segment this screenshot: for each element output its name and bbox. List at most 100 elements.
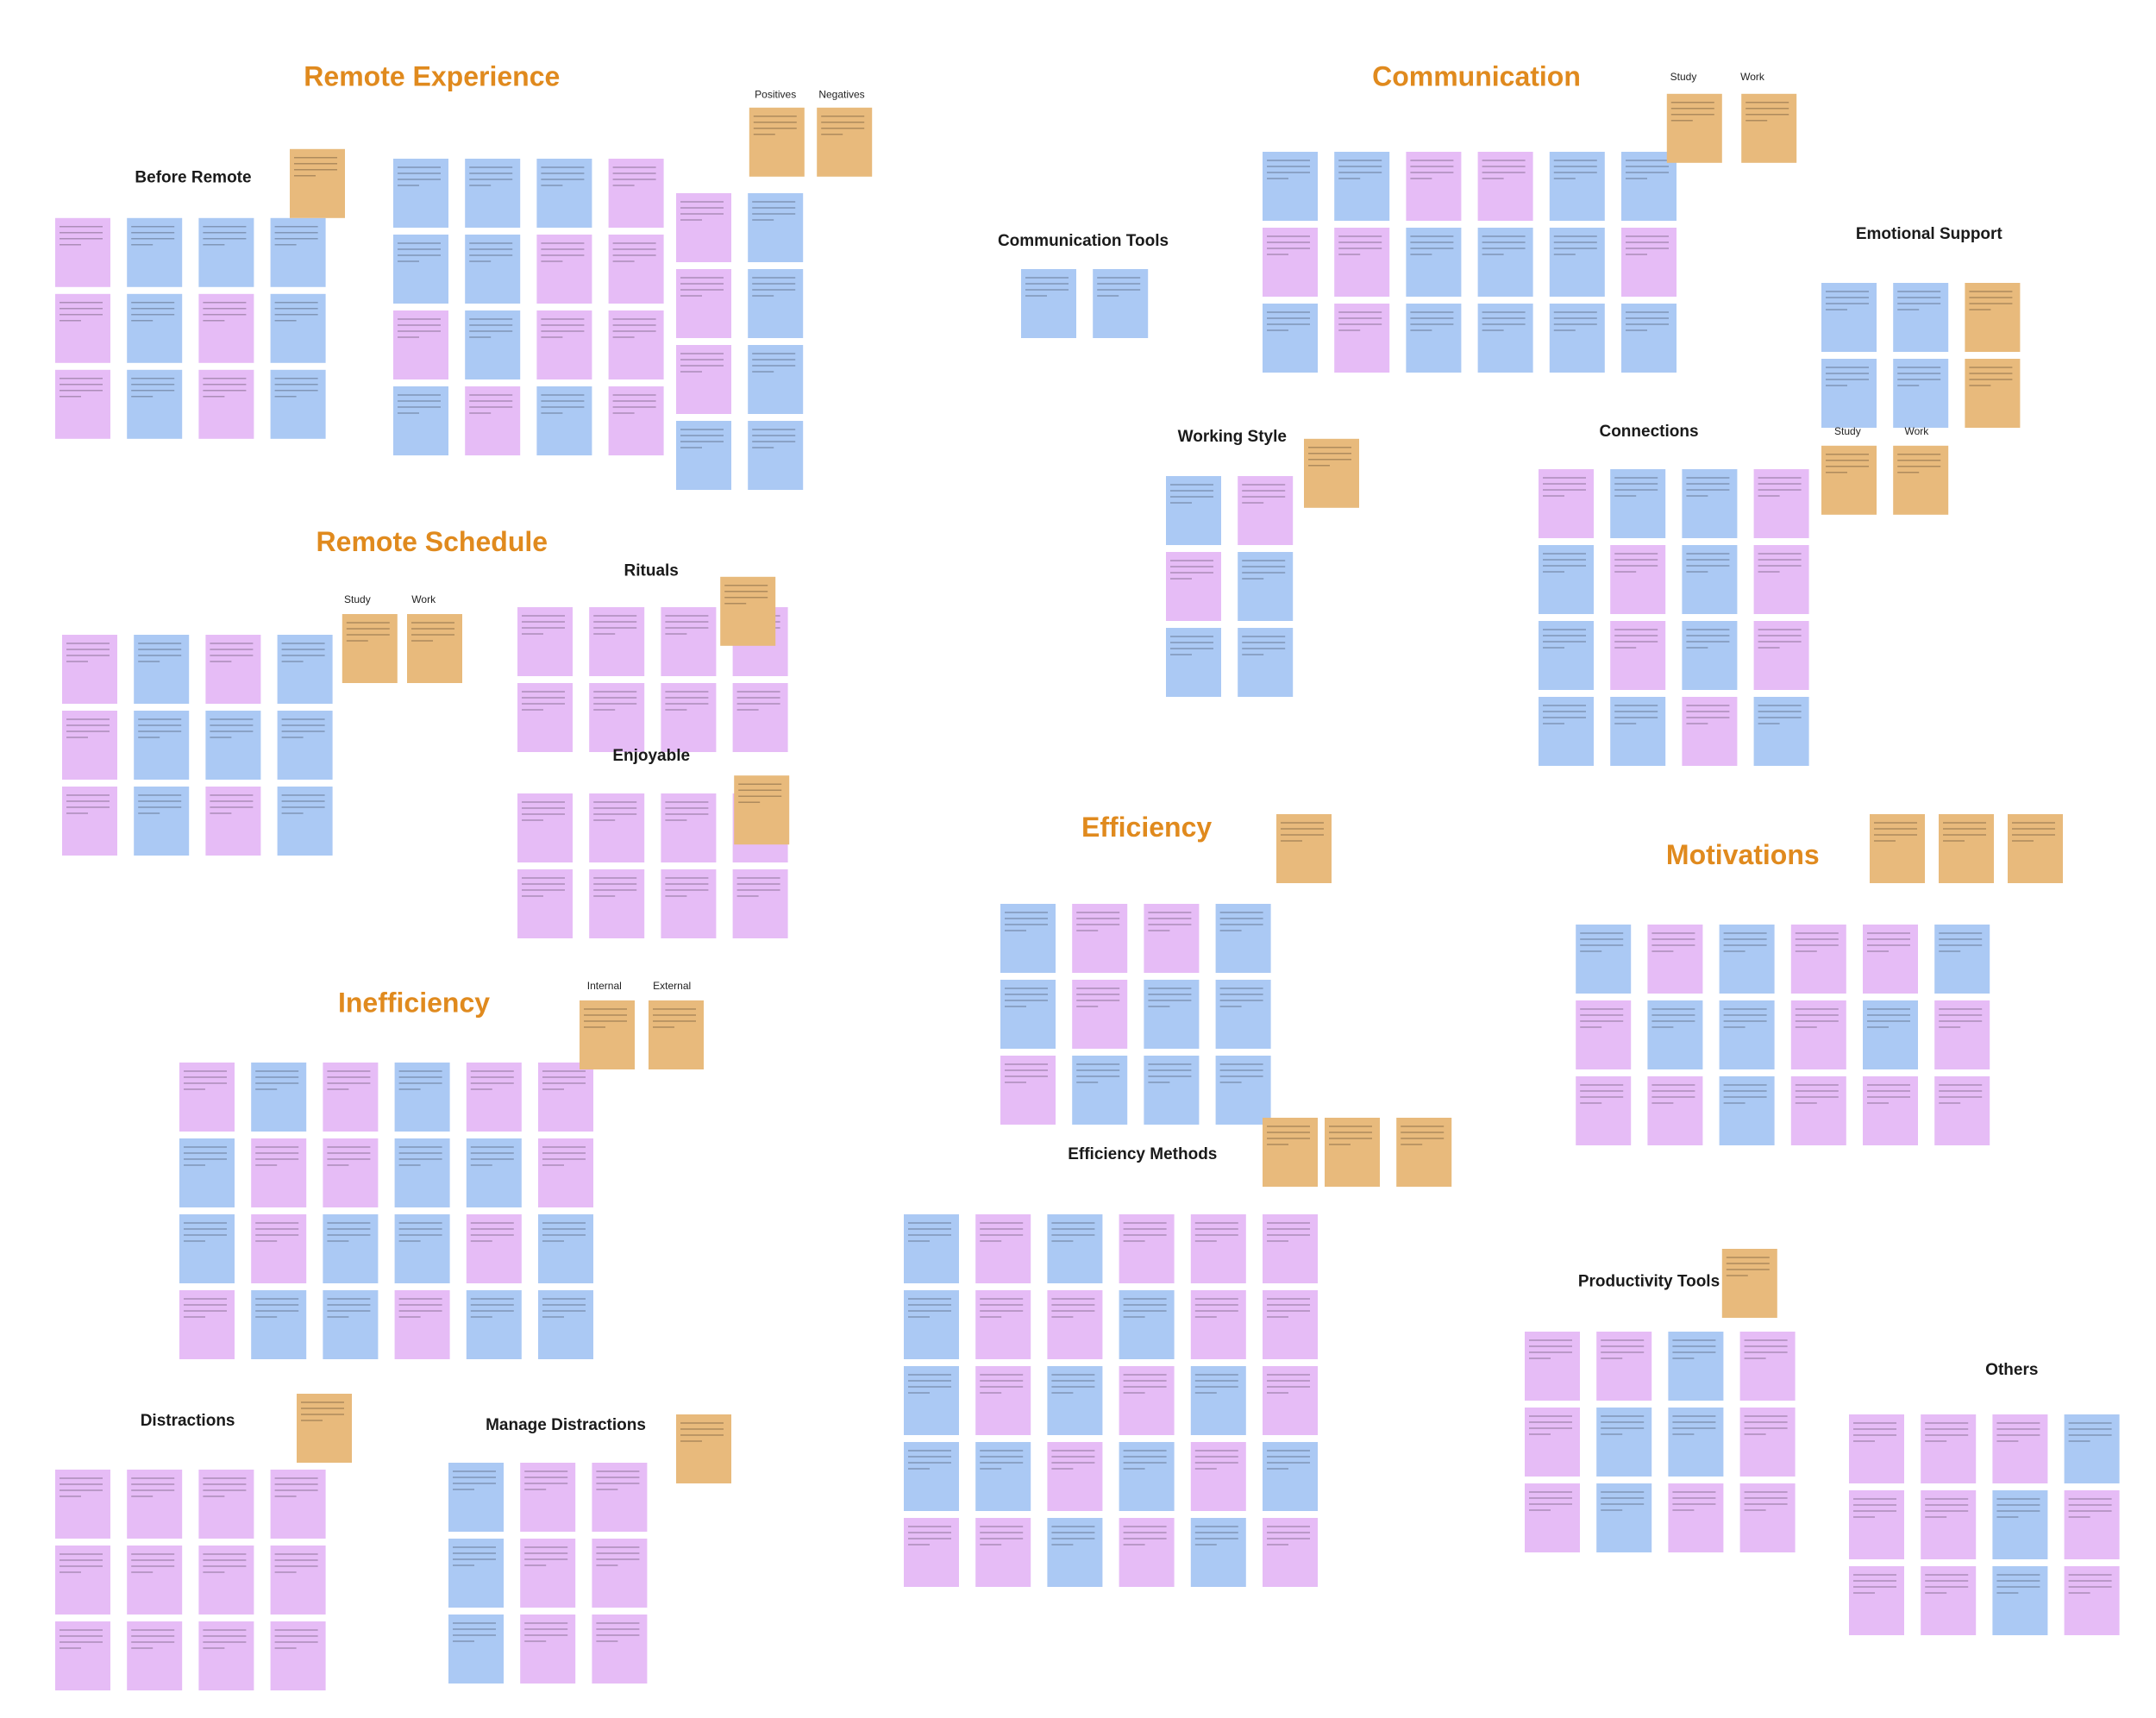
note-paper	[732, 869, 788, 938]
sticky-note	[1263, 228, 1318, 297]
note-paper	[1047, 1442, 1103, 1511]
sticky-note	[1863, 925, 1918, 994]
note-paper	[1647, 1000, 1703, 1069]
note-paper	[1396, 1118, 1452, 1187]
note-paper	[1238, 552, 1294, 621]
note-paper	[661, 607, 717, 676]
sticky-note	[2064, 1490, 2120, 1559]
sticky-note	[466, 1290, 522, 1359]
sticky-note	[589, 869, 645, 938]
note-paper	[536, 310, 592, 379]
sticky-note	[62, 787, 117, 856]
sticky-note	[676, 1414, 731, 1483]
sticky-note	[1893, 445, 1949, 515]
sticky-note	[1047, 1442, 1103, 1511]
sticky-note	[1753, 545, 1809, 614]
sticky-note	[904, 1290, 959, 1359]
section-title: Efficiency	[1081, 812, 1212, 843]
note-paper	[1047, 1290, 1103, 1359]
sticky-note	[1144, 1056, 1200, 1125]
sticky-note	[1863, 1000, 1918, 1069]
note-paper	[394, 1290, 450, 1359]
note-paper	[270, 1621, 326, 1690]
sticky-note	[589, 793, 645, 862]
note-paper	[1863, 1000, 1918, 1069]
sticky-note	[323, 1063, 379, 1132]
sticky-note	[251, 1063, 307, 1132]
note-paper	[1190, 1442, 1246, 1511]
note-paper	[1406, 304, 1462, 373]
sticky-note	[536, 159, 592, 228]
note-paper	[1934, 1076, 1990, 1145]
sticky-note	[1539, 697, 1594, 766]
note-paper	[1539, 621, 1594, 690]
note-paper	[393, 159, 448, 228]
note-paper	[904, 1290, 959, 1359]
column-label: Negatives	[818, 89, 864, 101]
column-label: Study	[344, 593, 371, 605]
note-paper	[393, 386, 448, 455]
sticky-note	[538, 1290, 593, 1359]
sticky-note	[270, 1470, 326, 1539]
sticky-note	[580, 1000, 635, 1069]
sticky-note	[393, 159, 448, 228]
note-paper	[270, 369, 326, 439]
group-title: Distractions	[141, 1412, 235, 1430]
note-paper	[975, 1290, 1031, 1359]
note-paper	[1753, 469, 1809, 538]
sticky-note	[1682, 469, 1738, 538]
sticky-note	[1276, 814, 1332, 883]
sticky-note	[1863, 1076, 1918, 1145]
sticky-note	[661, 869, 717, 938]
note-paper	[589, 793, 645, 862]
note-paper	[1539, 545, 1594, 614]
sticky-note	[1334, 228, 1390, 297]
sticky-note	[394, 1290, 450, 1359]
note-paper	[661, 793, 717, 862]
note-paper	[538, 1214, 593, 1283]
sticky-note	[1753, 697, 1809, 766]
note-paper	[290, 148, 345, 218]
note-paper	[1965, 283, 2021, 352]
note-paper	[1072, 1056, 1128, 1125]
note-paper	[608, 235, 664, 304]
note-paper	[1190, 1214, 1246, 1283]
sticky-note	[1965, 283, 2021, 352]
sticky-note	[323, 1290, 379, 1359]
note-paper	[127, 1621, 183, 1690]
sticky-note	[1406, 228, 1462, 297]
note-paper	[1263, 304, 1318, 373]
sticky-note	[55, 1546, 110, 1615]
sticky-note	[465, 159, 521, 228]
sticky-note	[1304, 438, 1359, 508]
note-paper	[62, 711, 117, 780]
sticky-note	[1263, 1118, 1318, 1187]
note-paper	[1072, 904, 1128, 973]
sticky-note	[134, 787, 190, 856]
sticky-note	[1753, 621, 1809, 690]
note-paper	[1263, 1518, 1318, 1587]
note-paper	[520, 1539, 576, 1608]
note-paper	[1000, 1056, 1056, 1125]
note-paper	[1753, 545, 1809, 614]
note-paper	[1992, 1566, 2048, 1635]
sticky-note	[1921, 1414, 1977, 1483]
sticky-note	[1477, 304, 1533, 373]
sticky-note	[134, 711, 190, 780]
note-paper	[394, 1063, 450, 1132]
sticky-note	[592, 1463, 648, 1532]
sticky-note	[749, 107, 805, 177]
note-paper	[1682, 469, 1738, 538]
group-title: Communication Tools	[998, 232, 1169, 250]
note-paper	[55, 1621, 110, 1690]
sticky-note	[134, 635, 190, 704]
note-paper	[1000, 980, 1056, 1049]
sticky-note	[732, 869, 788, 938]
sticky-note	[1870, 814, 1925, 883]
sticky-note	[251, 1214, 307, 1283]
sticky-note	[592, 1539, 648, 1608]
note-paper	[1863, 1076, 1918, 1145]
note-paper	[179, 1290, 235, 1359]
note-paper	[1477, 152, 1533, 221]
sticky-note	[1215, 904, 1271, 973]
